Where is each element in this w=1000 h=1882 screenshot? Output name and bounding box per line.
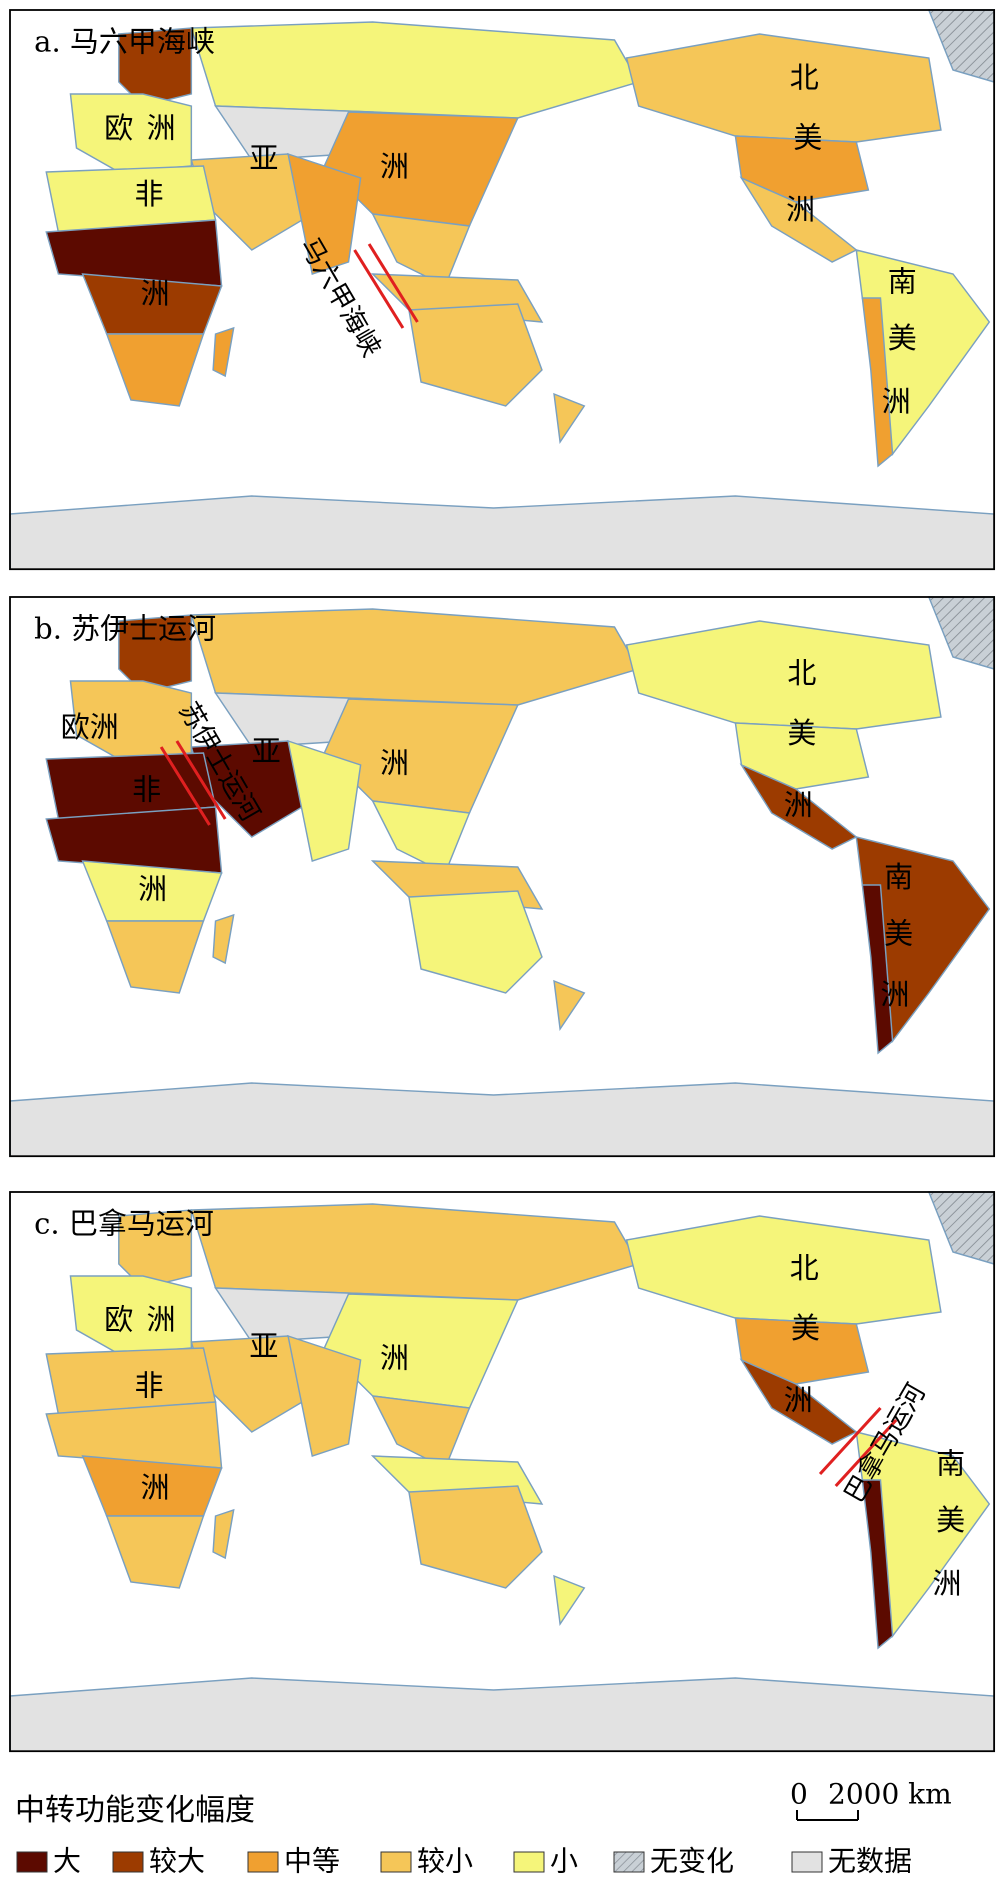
legend-swatch	[112, 1851, 144, 1873]
region	[287, 739, 362, 862]
continent-label: 南	[884, 860, 913, 894]
panel-border	[9, 1191, 996, 1753]
region	[408, 1485, 543, 1589]
continent-label: 欧洲	[61, 710, 119, 744]
legend-swatch	[513, 1851, 545, 1873]
region	[861, 297, 894, 468]
strait-line	[159, 746, 211, 826]
continent-label: 非	[135, 177, 164, 211]
continent-label: 洲	[784, 788, 813, 822]
continent-label: 洲	[147, 111, 176, 145]
panel-border	[9, 596, 996, 1158]
region	[553, 1574, 586, 1627]
panel-title: a. 马六甲海峡	[34, 25, 215, 59]
region	[212, 1508, 235, 1560]
legend-label: 较大	[149, 1845, 205, 1878]
region	[9, 495, 995, 570]
continent-label: 非	[132, 772, 161, 806]
region	[105, 920, 205, 994]
region	[625, 620, 942, 730]
continent-label: 洲	[932, 1567, 961, 1601]
legend-label: 较小	[417, 1845, 473, 1878]
region	[105, 333, 205, 407]
continent-label: 洲	[141, 1471, 170, 1505]
legend-title: 中转功能变化幅度	[15, 1793, 255, 1828]
region	[625, 1215, 942, 1325]
continent-label: 美	[791, 1311, 820, 1345]
continent-label: 美	[936, 1503, 965, 1537]
legend-label: 小	[550, 1845, 578, 1878]
strait-line	[834, 1418, 898, 1488]
continent-label: 亚	[249, 141, 278, 175]
region	[625, 33, 942, 143]
region	[734, 1317, 870, 1385]
region	[408, 890, 543, 994]
continent-label: 欧	[104, 1303, 133, 1337]
continent-label: 北	[790, 1251, 819, 1285]
legend-swatch	[613, 1851, 645, 1873]
region	[739, 763, 858, 850]
region	[408, 303, 543, 407]
strait-line	[367, 243, 419, 323]
region	[861, 884, 894, 1055]
legend-label: 中等	[284, 1845, 340, 1878]
continent-label: 洲	[380, 746, 409, 780]
region	[734, 722, 870, 790]
region	[212, 913, 235, 965]
continent-label: 亚	[252, 734, 281, 768]
continent-label: 洲	[141, 277, 170, 311]
scale-end: 2000 km	[828, 1778, 952, 1811]
panel-title: b. 苏伊士运河	[34, 612, 216, 646]
scale-start: 0	[790, 1778, 808, 1811]
continent-label: 美	[793, 121, 822, 155]
strait-line	[175, 740, 227, 820]
region	[734, 135, 870, 203]
region	[105, 1515, 205, 1589]
region	[212, 326, 235, 378]
continent-label: 亚	[249, 1329, 278, 1363]
region	[287, 152, 362, 275]
region	[287, 1334, 362, 1457]
continent-label: 洲	[784, 1383, 813, 1417]
strait-line	[353, 249, 405, 329]
continent-label: 非	[135, 1369, 164, 1403]
continent-label: 洲	[138, 872, 167, 906]
continent-label: 美	[888, 321, 917, 355]
continent-label: 南	[936, 1447, 965, 1481]
panel-title: c. 巴拿马运河	[34, 1207, 214, 1241]
continent-label: 北	[787, 656, 816, 690]
continent-label: 洲	[880, 978, 909, 1012]
continent-label: 北	[790, 61, 819, 95]
legend-swatch	[791, 1851, 823, 1873]
legend-label: 无数据	[828, 1845, 912, 1878]
continent-label: 洲	[882, 385, 911, 419]
continent-label: 欧	[104, 111, 133, 145]
continent-label: 洲	[380, 1341, 409, 1375]
region	[739, 1358, 858, 1445]
continent-label: 美	[884, 916, 913, 950]
continent-label: 南	[888, 265, 917, 299]
region	[9, 1677, 995, 1752]
continent-label: 洲	[147, 1303, 176, 1337]
region	[861, 1479, 894, 1650]
region	[9, 1082, 995, 1157]
continent-label: 美	[787, 716, 816, 750]
continent-label: 洲	[380, 149, 409, 183]
legend-swatch	[16, 1851, 48, 1873]
region	[739, 176, 858, 263]
panel-border	[9, 9, 996, 571]
legend-swatch	[247, 1851, 279, 1873]
legend-swatch	[380, 1851, 412, 1873]
legend-label: 无变化	[650, 1845, 734, 1878]
region	[553, 392, 586, 445]
legend-label: 大	[53, 1845, 81, 1878]
strait-line	[818, 1406, 882, 1476]
continent-label: 洲	[786, 193, 815, 227]
region	[553, 979, 586, 1032]
